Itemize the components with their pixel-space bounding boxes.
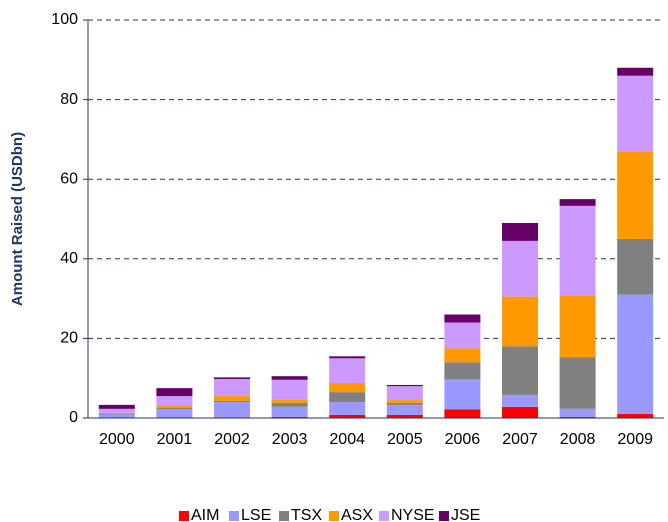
x-tick-label: 2000 [99, 431, 135, 448]
legend-label: TSX [291, 507, 322, 522]
bar-segment [156, 409, 193, 418]
legend-swatch [179, 511, 189, 521]
legend-swatch [279, 511, 289, 521]
bar-segment [444, 314, 481, 323]
bar-segment [617, 238, 654, 295]
bar-segment [156, 396, 193, 407]
bar-segment [271, 406, 308, 417]
bar-segment [617, 294, 654, 415]
bar-segment [98, 412, 135, 414]
bar-segment [98, 404, 135, 409]
y-tick-label: 100 [51, 11, 78, 28]
bar-segment [444, 348, 481, 363]
bar-segment [386, 386, 423, 401]
bar-segment [214, 402, 250, 418]
bar-segment [271, 402, 308, 407]
bar-segment [329, 414, 366, 418]
bar-segment [617, 414, 654, 418]
y-tick-label: 40 [60, 250, 78, 267]
bar-segment [386, 402, 423, 405]
bar-segment [271, 416, 308, 418]
y-axis-label: Amount Raised (USDbn) [9, 132, 26, 306]
bar-segment [214, 377, 250, 379]
bar-segment [559, 416, 596, 418]
bar-segment [617, 151, 654, 239]
bar-segment [502, 394, 538, 407]
bar-segment [214, 400, 250, 403]
bar-segment [386, 404, 423, 415]
bar-segment [502, 346, 538, 395]
bar-segment [386, 414, 423, 418]
x-tick-label: 2008 [560, 431, 596, 448]
bar-segment [386, 400, 423, 403]
y-tick-label: 60 [60, 170, 78, 187]
bar-segment [329, 392, 366, 403]
x-tick-label: 2004 [329, 431, 365, 448]
bar-segment [156, 388, 193, 397]
legend-swatch [329, 511, 339, 521]
y-tick-label: 0 [69, 409, 78, 426]
y-tick-label: 80 [60, 91, 78, 108]
x-tick-label: 2007 [502, 431, 538, 448]
bar-segment [156, 408, 193, 410]
bar-segment [502, 222, 538, 241]
bar-segment [444, 362, 481, 380]
bar-segment [444, 322, 481, 349]
bar-segment [98, 408, 135, 413]
bar-segment [271, 376, 308, 380]
legend-swatch [229, 511, 239, 521]
x-tick-label: 2001 [157, 431, 193, 448]
bar-segment [502, 240, 538, 297]
legend-label: LSE [241, 507, 271, 522]
legend-label: JSE [451, 507, 480, 522]
bar-segment [329, 402, 366, 415]
bar-segment [98, 414, 135, 418]
bar-segment [271, 399, 308, 403]
bar-segment [271, 379, 308, 400]
bar-segment [329, 382, 366, 393]
x-tick-label: 2003 [272, 431, 308, 448]
bar-segment [559, 295, 596, 358]
bar-segment [386, 384, 423, 387]
bar-segment [444, 409, 481, 418]
bar-segment [559, 408, 596, 417]
bar-segment [156, 406, 193, 409]
x-tick-label: 2006 [445, 431, 481, 448]
bar-segment [617, 75, 654, 152]
bar-segment [502, 296, 538, 347]
bar-segment [559, 199, 596, 206]
bar-segment [214, 396, 250, 401]
bar-segment [559, 357, 596, 409]
bar-segment [502, 406, 538, 418]
bar-segment [214, 378, 250, 397]
y-tick-label: 20 [60, 330, 78, 347]
x-tick-label: 2002 [214, 431, 250, 448]
bar-segment [617, 67, 654, 76]
legend-label: AIM [191, 507, 219, 522]
legend-swatch [379, 511, 389, 521]
bar-segment [559, 205, 596, 296]
bar-segment [329, 356, 366, 359]
bar-segment [98, 413, 135, 415]
legend-label: NYSE [391, 507, 435, 522]
legend-label: ASX [341, 507, 373, 522]
x-tick-label: 2005 [387, 431, 423, 448]
bar-segment [444, 379, 481, 410]
bar-segment [329, 358, 366, 383]
legend-swatch [439, 511, 449, 521]
x-tick-label: 2009 [617, 431, 653, 448]
